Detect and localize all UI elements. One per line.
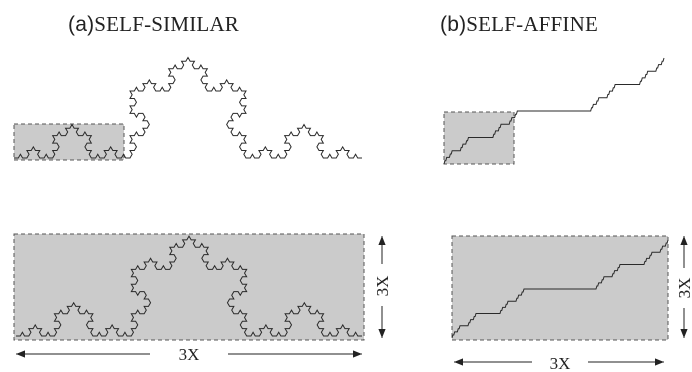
panel-b-width-label: 3X — [550, 354, 571, 372]
panel-a-height-label: 3X — [373, 276, 392, 297]
self-affine-scale-box-large — [451, 235, 669, 341]
panel-b-height-label: 3X — [675, 278, 692, 299]
koch-curve-magnified — [16, 235, 362, 337]
panel-b-tag: (b) — [440, 13, 467, 36]
self-similar-scale-box-large — [13, 233, 365, 341]
koch-curve-full — [14, 56, 362, 159]
self-similar-scale-box-small — [13, 123, 125, 161]
panel-b-title-text: SELF-AFFINE — [466, 12, 598, 36]
self-affine-curve-full — [443, 57, 665, 165]
panel-a-title-text: SELF-SIMILAR — [94, 12, 240, 36]
panel-a-width-label: 3X — [179, 345, 200, 364]
panel-b-title: (b)SELF-AFFINE — [440, 12, 598, 37]
panel-a-tag: (a) — [68, 13, 95, 36]
self-affine-curve-magnified — [451, 239, 669, 339]
panel-a-title: (a)SELF-SIMILAR — [68, 12, 239, 37]
